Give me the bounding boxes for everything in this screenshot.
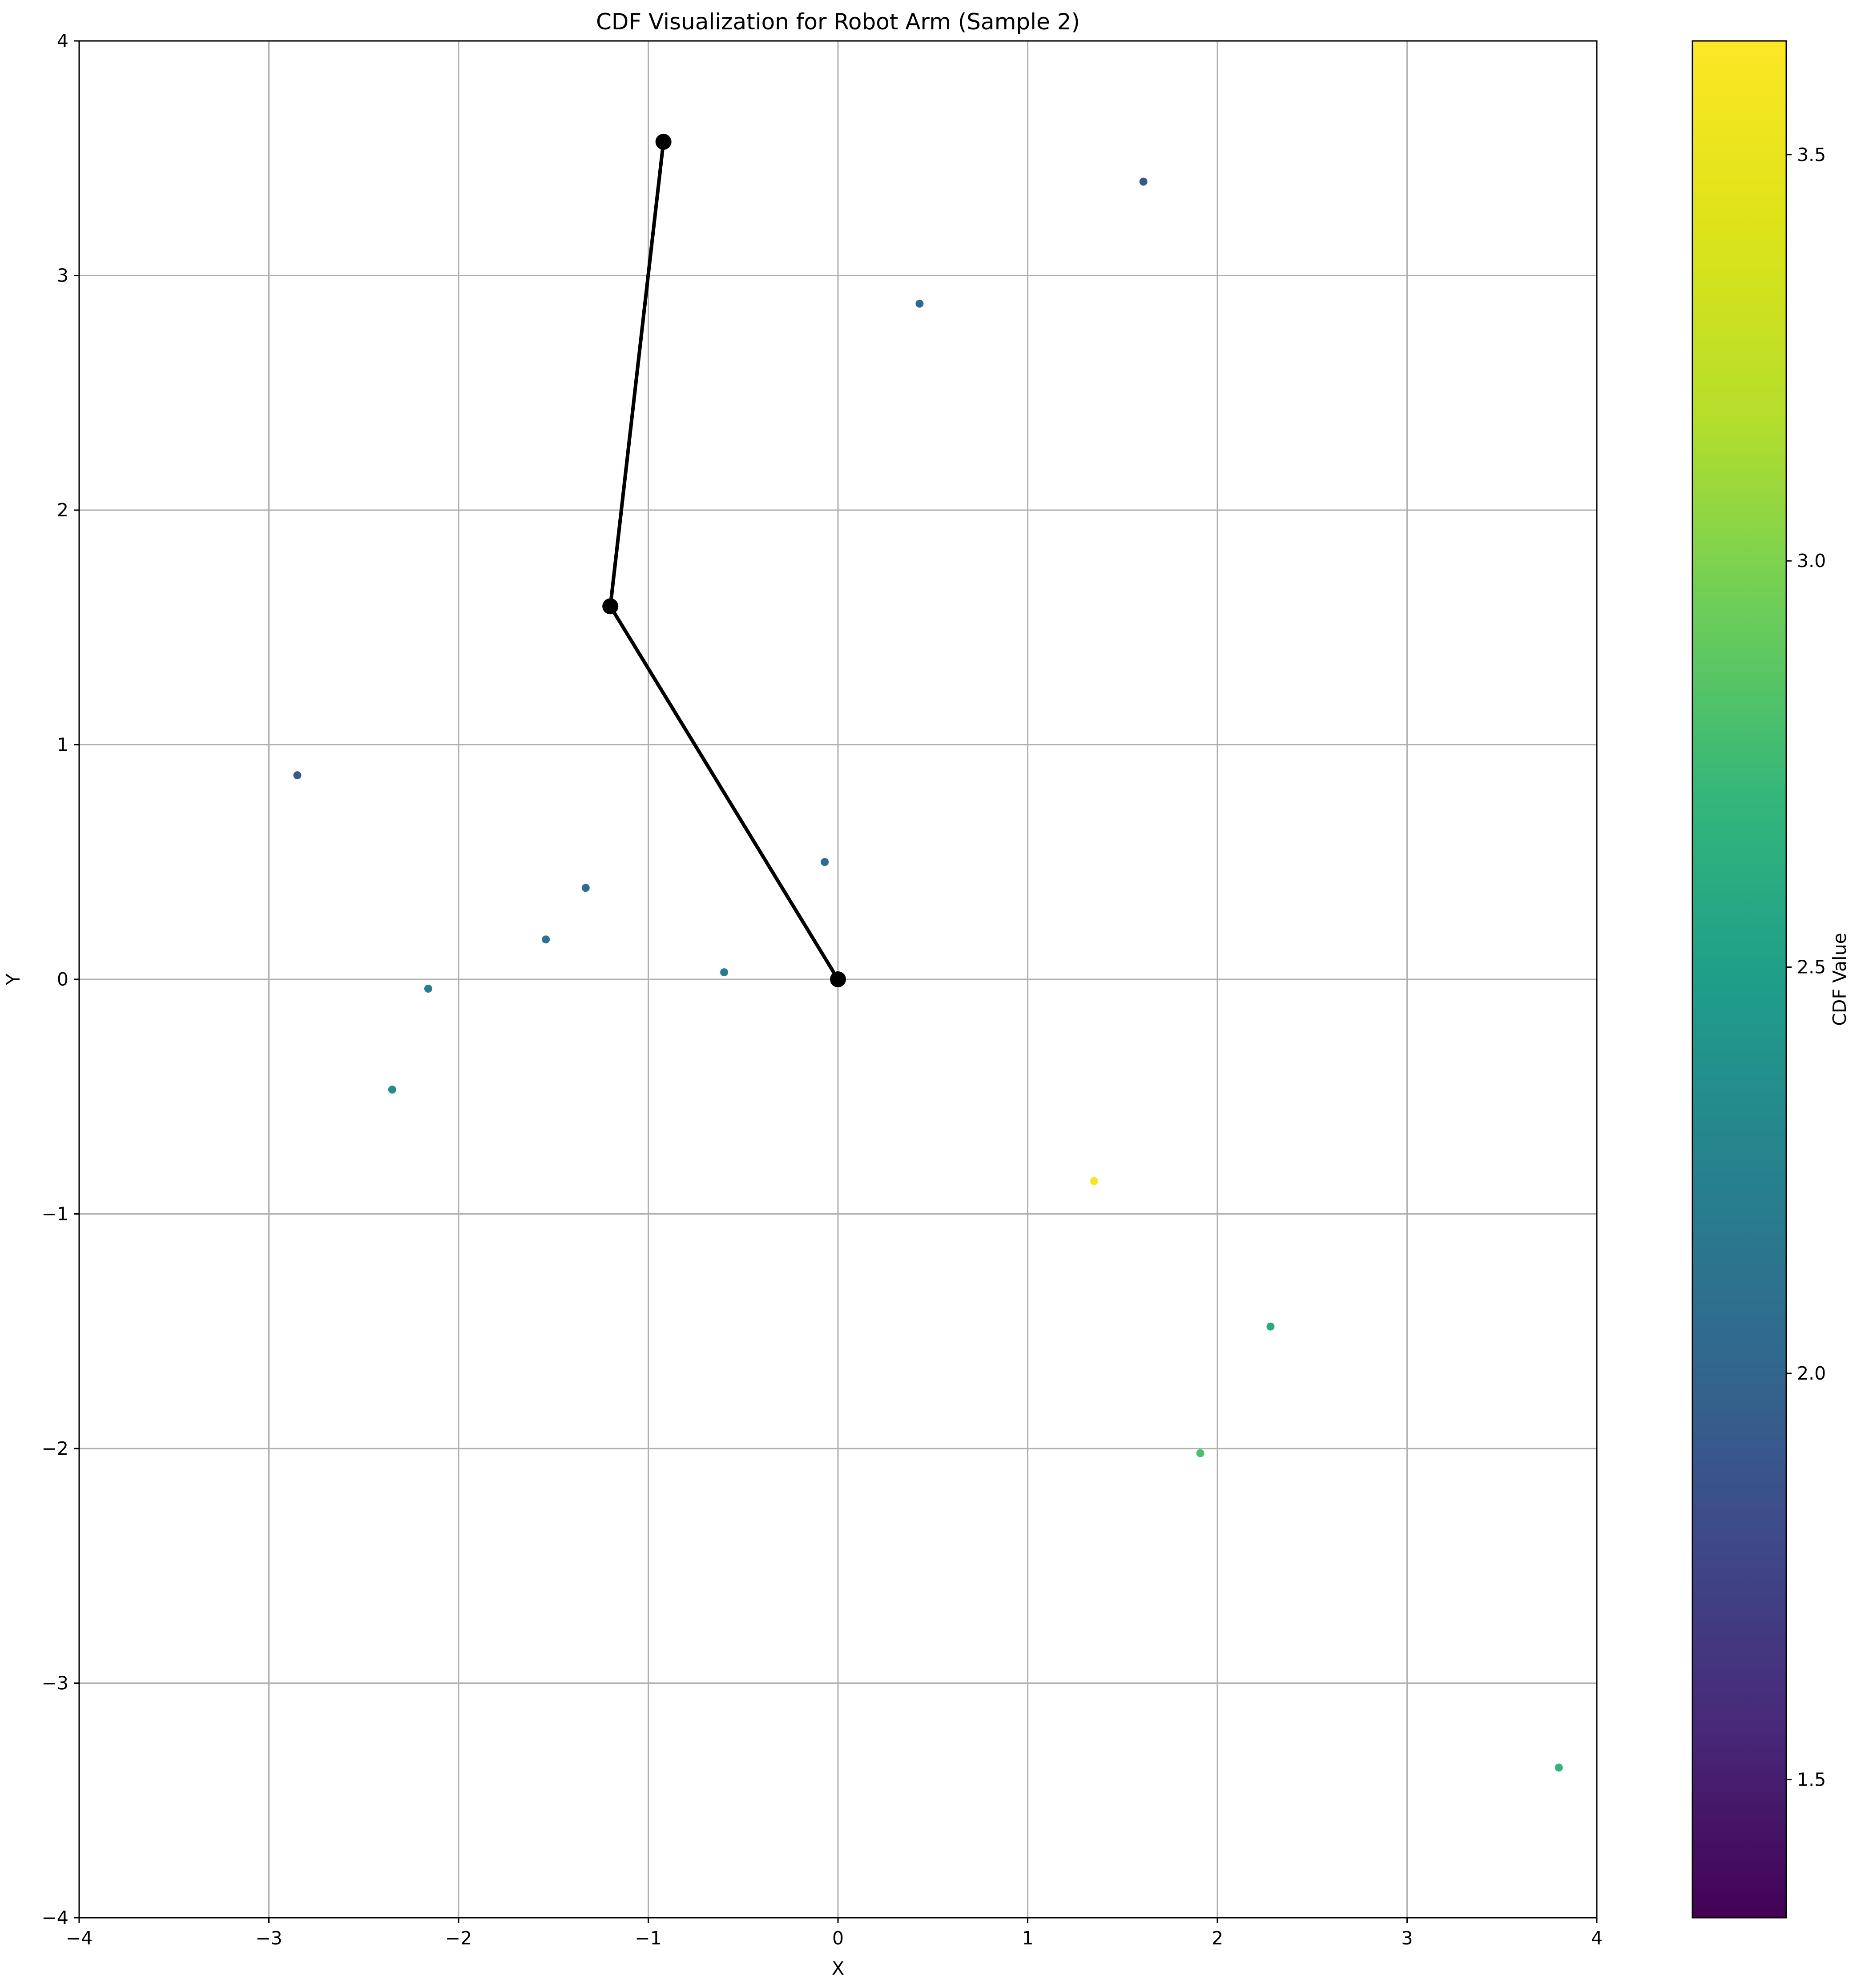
cdf-point [581, 884, 590, 892]
y-tick-label: 1 [57, 734, 68, 756]
cdf-point [1090, 1177, 1098, 1185]
colorbar-ticks: 1.5 2.0 2.5 3.0 3.5 [1786, 144, 1826, 1790]
y-axis-ticks: −4 −3 −2 −1 0 1 2 3 4 [42, 30, 79, 1928]
y-tick-label: −4 [42, 1907, 68, 1928]
cdf-point [542, 935, 550, 944]
y-tick-label: −3 [42, 1673, 68, 1694]
y-tick-label: 3 [57, 265, 68, 286]
cdf-point [1266, 1322, 1275, 1331]
y-tick-label: 0 [57, 969, 68, 990]
colorbar-tick-label: 2.0 [1797, 1363, 1826, 1384]
x-tick-label: −2 [445, 1928, 472, 1949]
cdf-point [720, 968, 729, 977]
y-tick-label: −2 [42, 1438, 68, 1459]
x-tick-label: −1 [635, 1928, 661, 1949]
x-tick-label: 3 [1401, 1928, 1413, 1949]
arm-joint [830, 971, 846, 987]
y-tick-label: 2 [57, 499, 68, 521]
x-tick-label: 2 [1212, 1928, 1223, 1949]
robot-arm [602, 133, 846, 987]
colorbar-tick-label: 2.5 [1797, 957, 1826, 978]
cdf-point [293, 771, 302, 780]
x-tick-label: −3 [255, 1928, 282, 1949]
cdf-point [1196, 1449, 1204, 1457]
y-tick-label: −1 [42, 1203, 68, 1225]
colorbar-tick-label: 3.5 [1797, 144, 1826, 165]
cdf-point [424, 985, 432, 993]
x-tick-label: 0 [832, 1928, 844, 1949]
colorbar-label: CDF Value [1829, 933, 1850, 1026]
arm-joint [655, 133, 672, 150]
x-tick-label: 1 [1022, 1928, 1033, 1949]
x-axis-label: X [832, 1958, 844, 1979]
arm-link [608, 140, 665, 608]
cdf-point [1139, 177, 1148, 186]
x-axis-ticks: −4 −3 −2 −1 0 1 2 3 4 [66, 1918, 1603, 1949]
chart-title: CDF Visualization for Robot Arm (Sample … [596, 9, 1080, 35]
cdf-point [388, 1085, 396, 1094]
arm-joint [602, 598, 619, 615]
cdf-point [1555, 1763, 1563, 1772]
colorbar [1692, 40, 1787, 1919]
cdf-point [915, 299, 924, 308]
colorbar-tick-label: 1.5 [1797, 1769, 1826, 1790]
colorbar-tick-label: 3.0 [1797, 550, 1826, 571]
y-tick-label: 4 [57, 30, 68, 52]
y-axis-label: Y [3, 974, 24, 986]
x-tick-label: 4 [1591, 1928, 1603, 1949]
cdf-points [293, 177, 1563, 1772]
x-tick-label: −4 [66, 1928, 93, 1949]
arm-link [608, 604, 840, 981]
cdf-point [821, 858, 829, 866]
